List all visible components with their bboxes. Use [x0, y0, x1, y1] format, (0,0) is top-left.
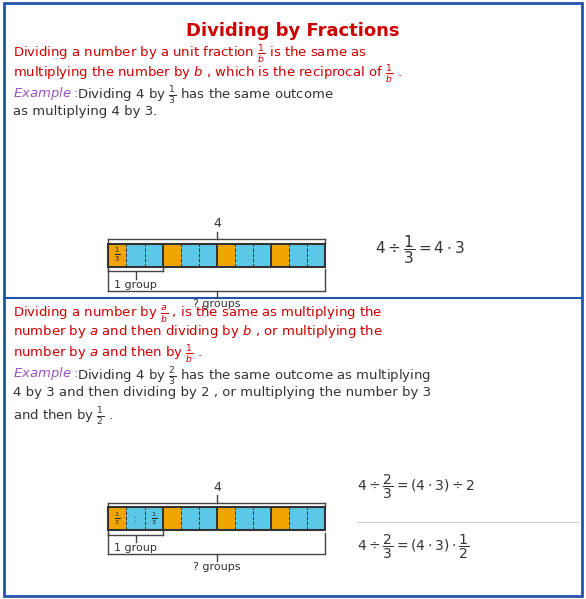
Text: :: : — [134, 514, 137, 524]
Text: $\frac{1}{3}$: $\frac{1}{3}$ — [114, 246, 121, 264]
Bar — [145, 507, 163, 530]
Bar — [235, 507, 253, 530]
Text: ? groups: ? groups — [193, 299, 241, 309]
Text: $\mathit{Example:}$: $\mathit{Example:}$ — [13, 365, 78, 382]
Text: $4 \div \dfrac{2}{3} = (4 \cdot 3) \div 2$: $4 \div \dfrac{2}{3} = (4 \cdot 3) \div … — [357, 472, 476, 501]
Bar — [162, 507, 180, 530]
Bar — [217, 244, 235, 267]
Bar — [217, 507, 235, 530]
Text: ? groups: ? groups — [193, 562, 241, 573]
Text: $\frac{1}{3}$: $\frac{1}{3}$ — [114, 510, 121, 527]
Bar — [271, 507, 289, 530]
Text: 1 group: 1 group — [114, 543, 157, 553]
Bar — [307, 244, 325, 267]
Bar — [307, 507, 325, 530]
Text: number by $a$ and then by $\frac{1}{b}$ .: number by $a$ and then by $\frac{1}{b}$ … — [13, 343, 202, 365]
Text: 4: 4 — [213, 480, 221, 494]
Text: 1 group: 1 group — [114, 280, 157, 290]
Text: $4 \div \dfrac{2}{3} = (4 \cdot 3) \cdot \dfrac{1}{2}$: $4 \div \dfrac{2}{3} = (4 \cdot 3) \cdot… — [357, 533, 470, 561]
Text: $\frac{1}{3}$: $\frac{1}{3}$ — [151, 510, 156, 527]
Bar — [127, 507, 145, 530]
Bar — [235, 244, 253, 267]
Text: Dividing a number by $\frac{a}{b}$ , is the same as multiplying the: Dividing a number by $\frac{a}{b}$ , is … — [13, 304, 382, 325]
Bar — [253, 244, 271, 267]
Bar — [289, 507, 307, 530]
Bar — [253, 507, 271, 530]
Bar — [199, 507, 217, 530]
Text: Dividing 4 by $\frac{1}{3}$ has the same outcome: Dividing 4 by $\frac{1}{3}$ has the same… — [77, 85, 334, 107]
Bar — [108, 244, 127, 267]
Text: Dividing by Fractions: Dividing by Fractions — [186, 22, 400, 40]
Text: Dividing a number by a unit fraction $\frac{1}{b}$ is the same as: Dividing a number by a unit fraction $\f… — [13, 42, 367, 65]
Text: number by $a$ and then dividing by $b$ , or multiplying the: number by $a$ and then dividing by $b$ ,… — [13, 323, 383, 340]
Bar — [271, 244, 289, 267]
Bar — [162, 244, 180, 267]
Bar — [289, 244, 307, 267]
Text: $4 \div \dfrac{1}{3} = 4 \cdot 3$: $4 \div \dfrac{1}{3} = 4 \cdot 3$ — [375, 233, 465, 265]
Text: $\mathit{Example:}$: $\mathit{Example:}$ — [13, 85, 78, 102]
Text: and then by $\frac{1}{2}$ .: and then by $\frac{1}{2}$ . — [13, 406, 113, 428]
Text: multiplying the number by $b$ , which is the reciprocal of $\frac{1}{b}$ .: multiplying the number by $b$ , which is… — [13, 62, 401, 84]
Text: 4 by 3 and then dividing by 2 , or multiplying the number by 3: 4 by 3 and then dividing by 2 , or multi… — [13, 386, 431, 399]
Text: Dividing 4 by $\frac{2}{3}$ has the same outcome as multiplying: Dividing 4 by $\frac{2}{3}$ has the same… — [77, 365, 431, 388]
Bar — [145, 244, 163, 267]
Text: 4: 4 — [213, 217, 221, 230]
Bar — [180, 244, 199, 267]
Bar — [180, 507, 199, 530]
Bar — [199, 244, 217, 267]
FancyBboxPatch shape — [4, 3, 582, 596]
Bar — [108, 507, 127, 530]
Bar — [127, 244, 145, 267]
Text: as multiplying 4 by 3.: as multiplying 4 by 3. — [13, 105, 157, 119]
